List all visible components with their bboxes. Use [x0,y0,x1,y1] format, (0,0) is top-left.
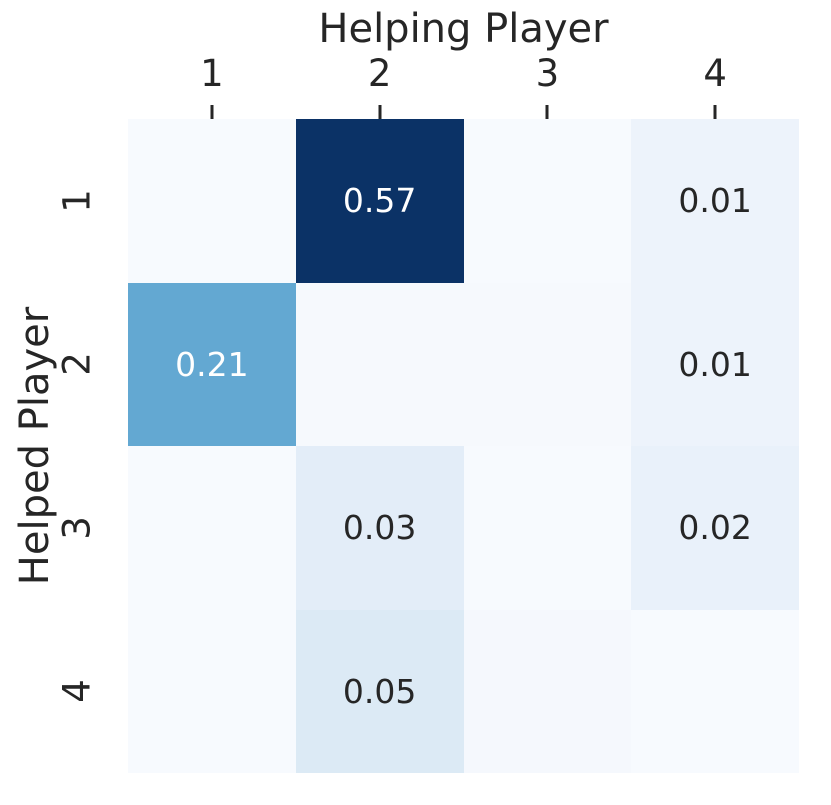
heatmap-cell [295,282,464,446]
y-tick-labels: 1 2 3 4 [55,119,99,773]
heatmap-cell [463,446,632,610]
heatmap-cell [463,609,632,773]
x-axis-title: Helping Player [318,6,609,52]
x-tick-mark [545,105,549,119]
x-tick-label-2: 2 [367,52,392,95]
heatmap-cell [631,609,799,773]
heatmap-cell [128,446,296,610]
x-tick-mark [713,105,717,119]
x-tick-marks [128,105,799,119]
heatmap-cell: 0.01 [631,282,799,446]
heatmap-cell-value: 0.57 [342,181,417,221]
x-tick-label-4: 4 [703,52,727,95]
heatmap-cell [128,119,296,283]
y-tick-label-3: 3 [55,515,99,540]
heatmap-cell: 0.57 [295,119,464,283]
heatmap-grid: 0.57 0.01 0.21 0.01 0.03 0.02 0.05 [128,119,799,773]
heatmap-cell-value: 0.03 [342,508,417,548]
y-tick-label-2: 2 [55,352,99,377]
heatmap-cell-value: 0.21 [175,344,249,384]
heatmap-cell-value: 0.01 [678,181,752,221]
y-tick-label-4: 4 [55,679,99,704]
heatmap-cell: 0.21 [128,282,296,446]
heatmap-cell [463,282,632,446]
heatmap-cell: 0.02 [631,446,799,610]
heatmap-cell [128,609,296,773]
x-tick-labels: 1 2 3 4 [128,50,799,98]
x-tick-label-1: 1 [200,52,224,95]
x-tick-mark [378,105,382,119]
heatmap-cell [463,119,632,283]
x-tick-mark [210,105,214,119]
x-tick-label-3: 3 [535,52,560,95]
heatmap-cell: 0.05 [295,609,464,773]
heatmap-cell-value: 0.02 [678,508,752,548]
heatmap-cell: 0.01 [631,119,799,283]
heatmap-cell: 0.03 [295,446,464,610]
heatmap-cell-value: 0.05 [342,671,417,711]
y-axis-title: Helped Player [12,306,58,586]
y-tick-label-1: 1 [55,188,99,213]
heatmap-cell-value: 0.01 [678,344,752,384]
